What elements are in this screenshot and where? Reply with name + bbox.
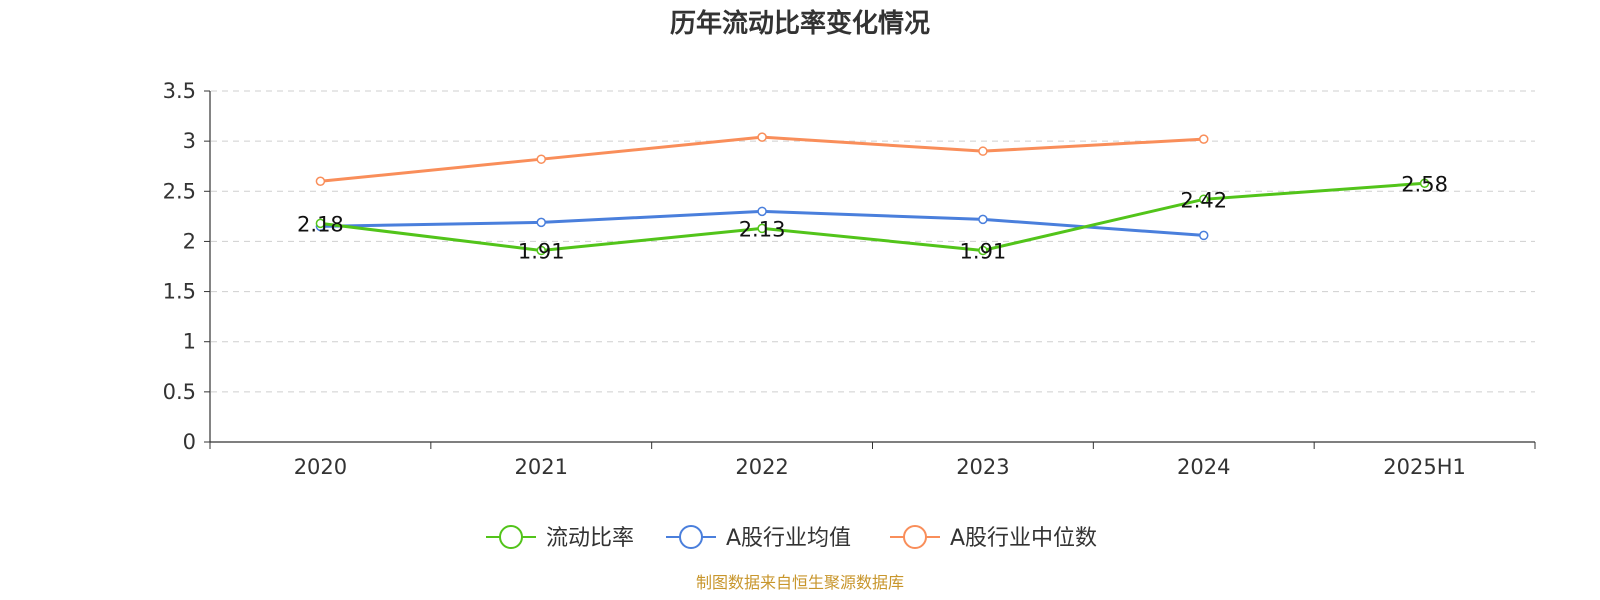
- data-label: 2.42: [1180, 188, 1227, 212]
- data-label: 2.13: [739, 217, 786, 241]
- legend-label: A股行业中位数: [950, 526, 1097, 551]
- data-point[interactable]: [1199, 194, 1209, 205]
- legend-marker: [679, 525, 703, 549]
- y-tick-label: 2: [183, 229, 196, 253]
- x-tick-label: 2021: [515, 455, 568, 479]
- series-line: [320, 135, 1204, 183]
- data-label: 2.58: [1401, 172, 1448, 196]
- data-point[interactable]: [978, 146, 988, 156]
- y-tick-label: 0.5: [163, 380, 196, 404]
- x-tick-label: 2025H1: [1383, 455, 1466, 479]
- data-label: 1.91: [960, 239, 1007, 263]
- data-point[interactable]: [1419, 178, 1430, 189]
- data-label: 2.18: [297, 212, 344, 236]
- y-tick-label: 3.5: [163, 79, 196, 103]
- x-tick-label: 2024: [1177, 455, 1230, 479]
- data-point[interactable]: [978, 214, 988, 225]
- y-tick-label: 1: [183, 330, 196, 354]
- chart-title: 历年流动比率变化情况: [670, 8, 930, 39]
- axes: 0 0.5 1 1.5 2 2.5 3 3.5 2020 2021 2022 2023 2024 2025…: [163, 79, 1536, 479]
- data-point[interactable]: [1199, 230, 1209, 241]
- data-labels: 2.18 1.91 2.13 1.91 2.42 2.58: [297, 172, 1448, 263]
- legend-label: A股行业均值: [726, 526, 851, 551]
- y-tick-label: 2.5: [163, 179, 196, 203]
- data-point[interactable]: [978, 245, 988, 256]
- legend-item[interactable]: 流动比率: [486, 525, 634, 551]
- legend-marker: [499, 525, 523, 549]
- data-point[interactable]: [536, 245, 546, 256]
- legend[interactable]: 流动比率 A股行业均值 A股行业中位数: [486, 525, 1097, 551]
- data-point[interactable]: [757, 223, 767, 234]
- x-tick-label: 2020: [294, 455, 347, 479]
- data-point[interactable]: [757, 132, 767, 142]
- source-note: 制图数据来自恒生聚源数据库: [696, 573, 904, 592]
- y-tick-label: 3: [183, 129, 196, 153]
- data-point[interactable]: [536, 154, 546, 164]
- legend-label: 流动比率: [546, 526, 634, 551]
- series-line: [320, 181, 1425, 252]
- y-tick-label: 0: [183, 430, 196, 454]
- series-layer: [315, 132, 1430, 256]
- x-tick-label: 2022: [735, 455, 788, 479]
- data-point[interactable]: [757, 206, 767, 217]
- data-label: 1.91: [518, 239, 565, 263]
- grid-lines: [211, 90, 1535, 393]
- legend-item[interactable]: A股行业中位数: [890, 525, 1097, 551]
- y-tick-label: 1.5: [163, 280, 196, 304]
- data-point[interactable]: [315, 218, 326, 229]
- legend-marker: [903, 525, 927, 549]
- data-point[interactable]: [315, 176, 326, 187]
- x-tick-label: 2023: [956, 455, 1009, 479]
- data-point[interactable]: [536, 217, 546, 228]
- data-point[interactable]: [1199, 134, 1209, 144]
- legend-item[interactable]: A股行业均值: [666, 525, 851, 551]
